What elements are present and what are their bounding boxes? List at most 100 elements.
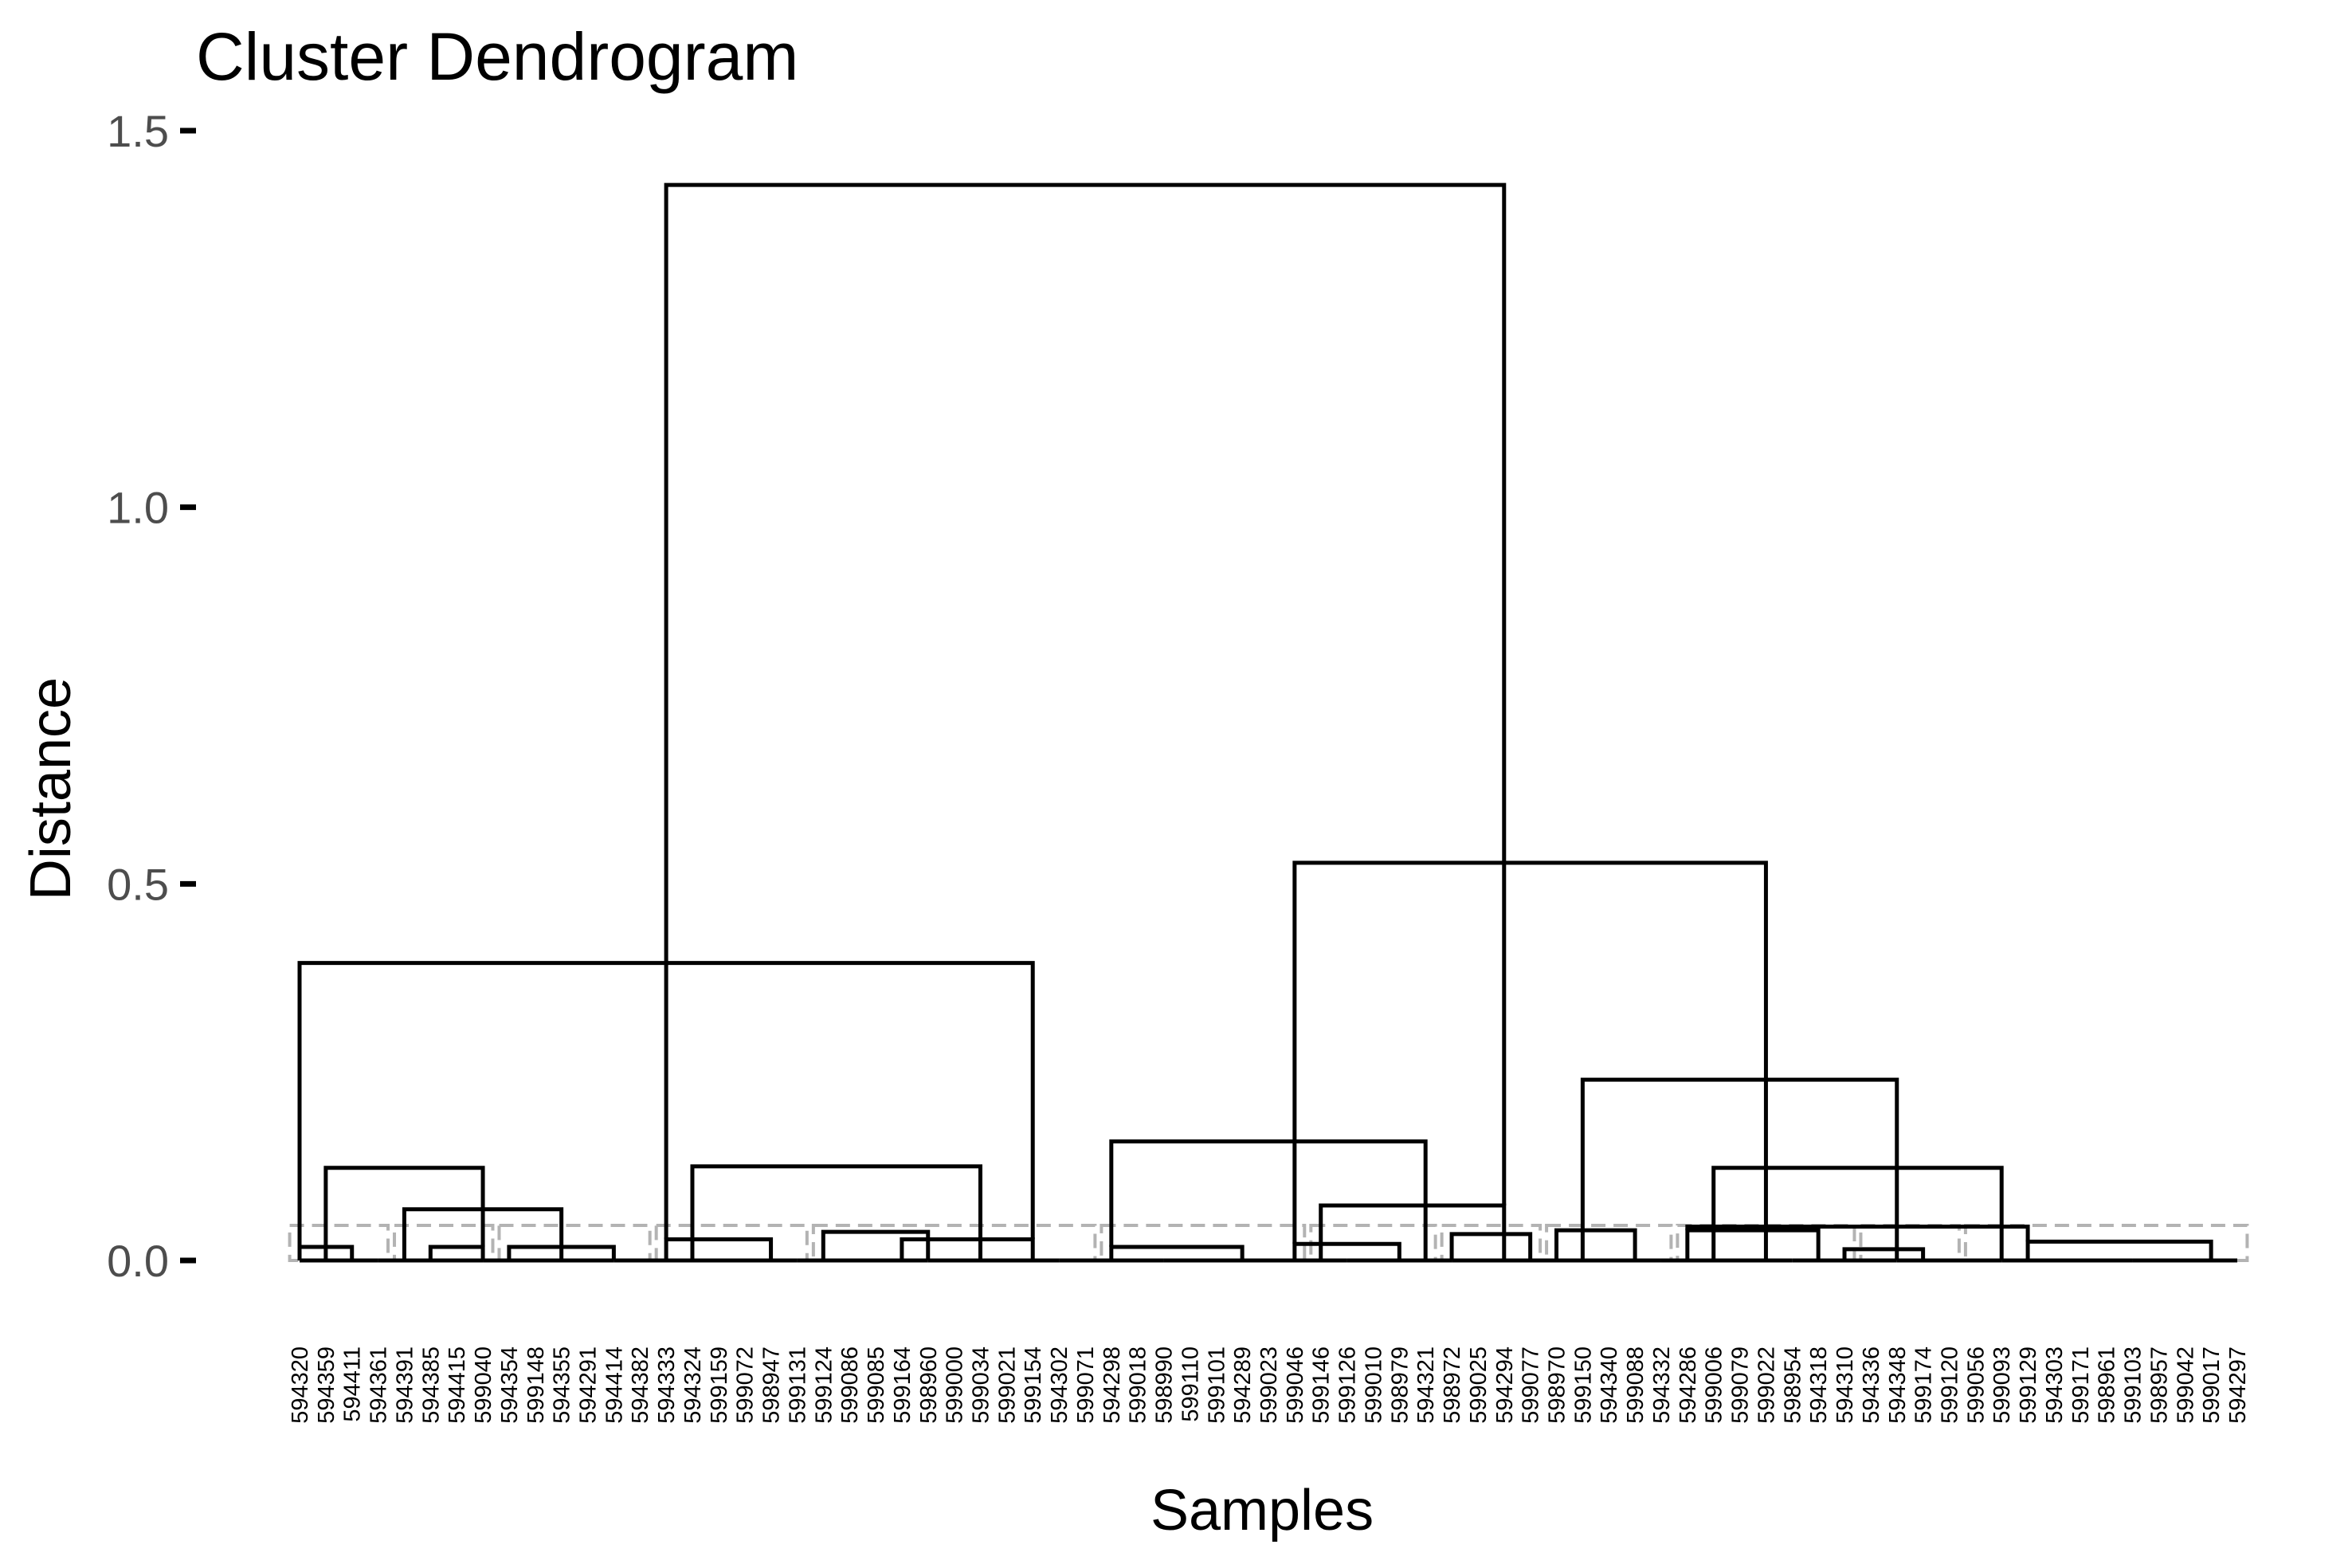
- leaf-label: 598961: [2095, 1347, 2120, 1424]
- dendrogram-branches: [297, 182, 2237, 1263]
- dendrogram-link: [1685, 1224, 2030, 1242]
- leaf-label: 599131: [785, 1347, 810, 1424]
- cluster-box: [1545, 1224, 1673, 1262]
- leaf-label: 599129: [2016, 1347, 2041, 1424]
- leaf-label: 594298: [1100, 1347, 1125, 1424]
- leaf-label: 594340: [1597, 1347, 1622, 1424]
- leaf-label: 599124: [811, 1347, 837, 1424]
- leaf-label: 598972: [1440, 1347, 1465, 1424]
- leaf-label: 599006: [1702, 1347, 1727, 1424]
- leaf-label: 599088: [1623, 1347, 1648, 1424]
- leaf-label: 599034: [968, 1347, 994, 1424]
- cluster-box: [497, 1224, 652, 1262]
- leaf-label: 594382: [628, 1347, 653, 1424]
- leaf-label: 599046: [1283, 1347, 1308, 1424]
- leaf-label: 594411: [340, 1347, 366, 1422]
- dendrogram-link: [2025, 1239, 2213, 1260]
- leaf-label: 594355: [550, 1347, 575, 1424]
- leaf-label: 594385: [418, 1347, 444, 1424]
- dendrogram-link: [323, 1166, 485, 1260]
- leaf-label: 594391: [392, 1347, 417, 1424]
- dendrogram-link: [900, 1237, 1035, 1260]
- leaf-label: 599017: [2199, 1347, 2225, 1424]
- y-tick-label: 1.5: [107, 106, 169, 156]
- leaf-label: 599120: [1937, 1347, 1962, 1424]
- leaf-label: 594297: [2225, 1347, 2251, 1424]
- dendrogram-link: [428, 1245, 485, 1260]
- leaf-label: 599025: [1466, 1347, 1492, 1424]
- y-axis: 0.0 0.5 1.0 1.5: [107, 106, 196, 1286]
- leaf-label: 599079: [1728, 1347, 1754, 1424]
- dendrogram-link: [1292, 1241, 1401, 1260]
- dendrogram-link: [1554, 1228, 1637, 1260]
- leaf-label: 594302: [1047, 1347, 1072, 1424]
- dendrogram-link: [690, 1164, 982, 1260]
- leaf-label: 594286: [1676, 1347, 1701, 1424]
- dendrogram-link: [1449, 1232, 1533, 1260]
- leaf-label: 599146: [1309, 1347, 1335, 1424]
- leaf-label: 594348: [1885, 1347, 1911, 1424]
- leaf-label: 594354: [497, 1347, 523, 1424]
- leaf-label: 599040: [471, 1347, 496, 1424]
- dendrogram-link: [1292, 860, 1768, 1260]
- leaf-label: 594321: [1413, 1347, 1439, 1424]
- leaf-label: 599171: [2068, 1347, 2094, 1424]
- cluster-box: [1100, 1224, 1307, 1262]
- dendrogram-link: [664, 1237, 774, 1260]
- leaf-label: 598957: [2146, 1347, 2172, 1424]
- leaf-label: 599101: [1204, 1347, 1229, 1424]
- leaf-label: 599085: [864, 1347, 889, 1424]
- leaf-label: 599072: [733, 1347, 759, 1424]
- leaf-label: 599042: [2173, 1347, 2198, 1424]
- leaf-label: 598979: [1387, 1347, 1413, 1424]
- dendrogram-link: [1685, 1228, 1821, 1260]
- leaf-label: 599056: [1963, 1347, 1989, 1424]
- cluster-box: [1440, 1224, 1543, 1262]
- leaf-label: 599023: [1256, 1347, 1282, 1424]
- leaf-label: 594318: [1806, 1347, 1832, 1424]
- leaf-label: 594310: [1833, 1347, 1858, 1424]
- leaf-label: 599126: [1335, 1347, 1361, 1424]
- leaf-label: 594333: [654, 1347, 680, 1424]
- leaf-label: 599110: [1178, 1347, 1203, 1422]
- leaf-label: 599148: [523, 1347, 549, 1424]
- cluster-box: [288, 1224, 390, 1262]
- leaf-label: 594291: [576, 1347, 602, 1424]
- leaf-label: 594289: [1230, 1347, 1256, 1424]
- leaf-label: 599018: [1126, 1347, 1151, 1424]
- leaf-label: 599071: [1073, 1347, 1099, 1424]
- leaf-label: 599150: [1570, 1347, 1596, 1424]
- leaf-label: 594415: [445, 1347, 470, 1424]
- leaf-label: 599010: [1361, 1347, 1386, 1424]
- dendrogram-link: [1711, 1166, 2004, 1260]
- y-tick-label: 1.0: [107, 483, 169, 533]
- leaf-labels: 594320 594359 594411 594361 594391 594385 5944…: [288, 1347, 2251, 1424]
- leaf-label: 594361: [367, 1347, 392, 1424]
- leaf-label: 598960: [916, 1347, 942, 1424]
- leaf-label: 594303: [2042, 1347, 2068, 1424]
- dendrogram-link: [821, 1229, 931, 1260]
- cluster-box: [1859, 1224, 1961, 1262]
- dendrogram-link: [1319, 1203, 1507, 1260]
- leaf-label: 594294: [1492, 1347, 1518, 1424]
- leaf-label: 599093: [1989, 1347, 2015, 1424]
- dendrogram-link: [1109, 1139, 1428, 1260]
- leaf-label: 599021: [994, 1347, 1020, 1424]
- dendrogram-link: [1842, 1247, 1926, 1260]
- x-axis-title: Samples: [1151, 1479, 1374, 1543]
- dendrogram-link: [1109, 1245, 1245, 1260]
- chart-title: Cluster Dendrogram: [196, 19, 798, 94]
- cluster-box: [393, 1224, 495, 1262]
- leaf-label: 599154: [1021, 1347, 1046, 1424]
- leaf-label: 594359: [314, 1347, 339, 1424]
- leaf-label: 599159: [707, 1347, 732, 1424]
- cluster-boxes: [288, 1224, 2249, 1262]
- dendrogram-link: [1580, 1077, 1899, 1260]
- leaf-label: 598947: [759, 1347, 785, 1424]
- leaf-label: 599164: [890, 1347, 915, 1424]
- y-axis-title: Distance: [19, 677, 83, 900]
- leaf-label: 599103: [2121, 1347, 2146, 1424]
- leaf-label: 598970: [1545, 1347, 1570, 1424]
- leaf-label: 598990: [1152, 1347, 1178, 1424]
